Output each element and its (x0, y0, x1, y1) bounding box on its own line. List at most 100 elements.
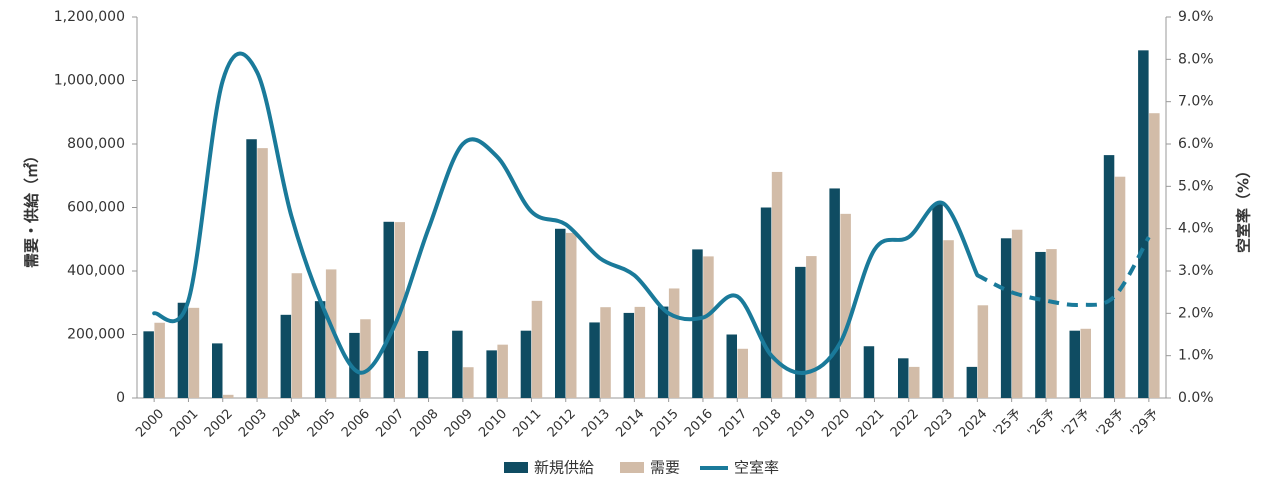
y2-tick-label: 1.0% (1178, 348, 1214, 364)
bar-demand (668, 288, 680, 398)
bar-new-supply (520, 330, 532, 398)
bar-demand (325, 269, 337, 398)
y2-tick-label: 5.0% (1178, 178, 1214, 194)
bar-demand (977, 305, 989, 398)
y2-tick-label: 7.0% (1178, 94, 1214, 110)
y2-tick-label: 4.0% (1178, 221, 1214, 237)
bar-demand (223, 394, 234, 398)
bar-new-supply (692, 249, 703, 398)
bar-new-supply (966, 366, 978, 398)
bar-demand (703, 256, 714, 398)
legend-swatch-new-supply (504, 462, 528, 473)
x-tick-label: 2012 (545, 406, 579, 440)
bar-demand (1149, 113, 1160, 398)
x-tick-label: 2008 (408, 406, 442, 440)
x-tick-label: 2007 (373, 406, 407, 440)
x-tick-label: '27予 (1059, 406, 1093, 440)
y-tick-label: 600,000 (67, 200, 125, 216)
legend-swatch-demand (620, 462, 644, 473)
y2-tick-label: 9.0% (1178, 9, 1214, 25)
bar-new-supply (726, 334, 737, 398)
y2-tick-label: 0.0% (1178, 390, 1214, 406)
axes-group (136, 17, 1167, 399)
bar-demand (154, 322, 165, 398)
y-tick-label: 400,000 (67, 263, 125, 279)
bar-demand (463, 367, 474, 398)
y-tick-label: 1,200,000 (54, 9, 125, 25)
x-tick-label: 2018 (751, 406, 785, 440)
x-tick-label: '26予 (1025, 406, 1059, 440)
x-tick-label: 2001 (167, 406, 201, 440)
bar-new-supply (898, 358, 909, 398)
bar-new-supply (1035, 251, 1046, 398)
x-tick-label: 2022 (888, 406, 922, 440)
bar-new-supply (1069, 330, 1080, 398)
bar-new-supply (246, 139, 257, 399)
bar-new-supply (1138, 50, 1149, 399)
x-tick-label: '25予 (991, 406, 1025, 440)
x-tick-label: 2000 (133, 406, 167, 440)
bar-new-supply (452, 330, 463, 398)
bar-demand (943, 240, 954, 398)
bar-new-supply (1000, 238, 1012, 398)
bar-demand (806, 256, 817, 398)
bar-new-supply (383, 221, 394, 398)
bar-demand (188, 307, 200, 398)
x-tick-label: 2005 (305, 406, 339, 440)
y-tick-label: 1,000,000 (54, 73, 125, 89)
bar-new-supply (417, 351, 429, 398)
bar-new-supply (555, 228, 566, 398)
bar-new-supply (486, 350, 497, 398)
bar-new-supply (280, 314, 292, 398)
bar-new-supply (760, 207, 772, 398)
y2-axis-title: 空室率（%） (1235, 163, 1253, 253)
bar-new-supply (143, 331, 154, 398)
x-tick-label: 2020 (819, 406, 853, 440)
line-group (152, 51, 1151, 375)
x-tick-label: 2006 (339, 406, 373, 440)
bar-new-supply (932, 204, 943, 398)
bar-demand (1046, 249, 1057, 398)
legend-label-vacancy: 空室率 (734, 459, 779, 477)
y-axis-title: 需要・供給（㎡） (23, 148, 41, 268)
bar-demand (360, 319, 371, 398)
bar-demand (1011, 229, 1023, 398)
x-tick-label: 2010 (476, 406, 510, 440)
x-tick-label: 2021 (853, 406, 887, 440)
bar-demand (531, 300, 543, 398)
bar-new-supply (829, 188, 840, 398)
bar-demand (566, 232, 577, 398)
x-tick-label: 2015 (648, 406, 682, 440)
bar-demand (840, 213, 851, 398)
legend-label-new-supply: 新規供給 (534, 459, 594, 477)
y-tick-label: 200,000 (67, 327, 125, 343)
x-tick-label: 2017 (716, 406, 750, 440)
x-tick-label: '28予 (1094, 406, 1128, 440)
bar-new-supply (349, 332, 360, 398)
y2-tick-label: 3.0% (1178, 263, 1214, 279)
y2-tick-label: 6.0% (1178, 136, 1214, 152)
bar-new-supply (177, 302, 189, 398)
vacancy-line-forecast (976, 236, 1151, 308)
bar-new-supply (314, 301, 326, 398)
bar-demand (771, 171, 783, 398)
bar-new-supply (657, 306, 669, 398)
y2-tick-label: 8.0% (1178, 51, 1214, 67)
x-tick-label: 2011 (510, 406, 544, 440)
x-tick-label: 2003 (236, 406, 270, 440)
x-tick-label: 2013 (579, 406, 613, 440)
bar-new-supply (623, 312, 635, 398)
bar-demand (737, 348, 748, 398)
bar-demand (291, 273, 303, 398)
bar-new-supply (589, 322, 600, 398)
bar-new-supply (795, 266, 806, 398)
x-tick-label: 2016 (682, 406, 716, 440)
x-tick-label: '29予 (1128, 406, 1162, 440)
y2-tick-label: 2.0% (1178, 305, 1214, 321)
x-tick-label: 2024 (956, 406, 990, 440)
legend-label-demand: 需要 (650, 459, 680, 477)
bar-demand (909, 366, 920, 398)
bar-new-supply (1103, 155, 1115, 398)
